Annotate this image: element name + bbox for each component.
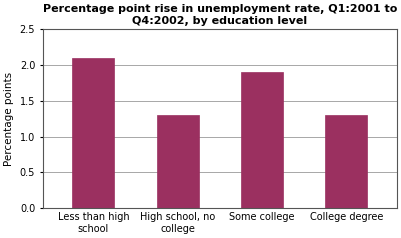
Title: Percentage point rise in unemployment rate, Q1:2001 to
Q4:2002, by education lev: Percentage point rise in unemployment ra… [43,4,397,26]
Bar [72,58,115,208]
Y-axis label: Percentage points: Percentage points [4,72,14,166]
Bar [325,115,367,208]
Bar [241,72,283,208]
Bar [157,115,199,208]
